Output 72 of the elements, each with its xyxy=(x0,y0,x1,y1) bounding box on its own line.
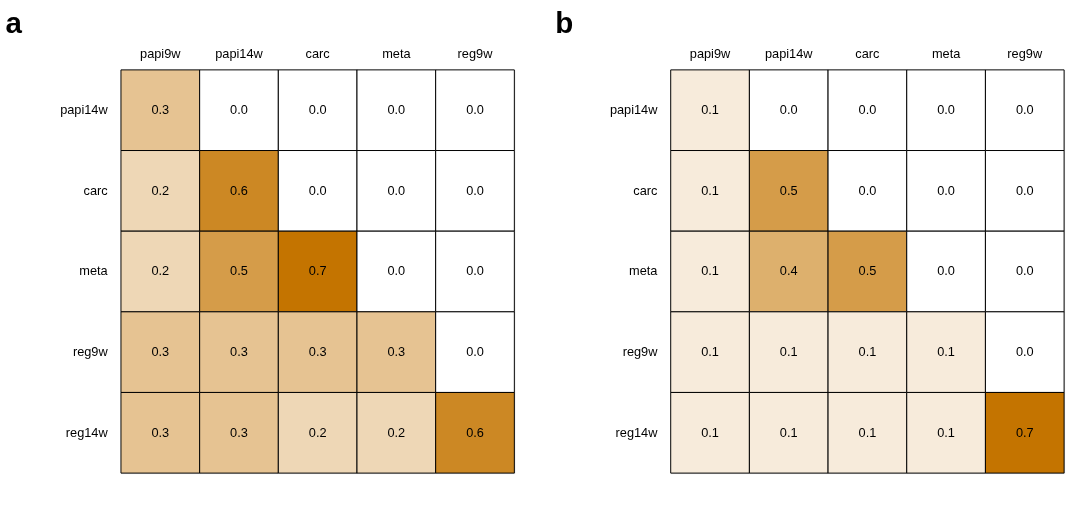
data-label: 0.3 xyxy=(308,344,327,360)
data-label: 0.0 xyxy=(466,263,484,279)
y-tick-label: reg14w xyxy=(615,424,659,440)
x-tick-label: meta xyxy=(382,45,412,61)
data-label: 0.0 xyxy=(1015,182,1034,198)
data-label: 0.0 xyxy=(858,182,877,198)
y-tick-label: reg9w xyxy=(622,344,659,360)
data-label: 0.2 xyxy=(151,263,170,279)
data-label: 0.0 xyxy=(308,102,327,118)
data-label: 0.1 xyxy=(937,424,955,440)
data-label: 0.0 xyxy=(937,263,955,279)
x-tick-label: reg9w xyxy=(1007,45,1043,61)
data-label: 0.1 xyxy=(937,344,955,360)
data-label: 0.0 xyxy=(466,102,484,118)
data-label: 0.0 xyxy=(1015,344,1034,360)
data-label: 0.0 xyxy=(858,102,877,118)
data-label: 0.1 xyxy=(858,424,877,440)
x-tick-label: reg9w xyxy=(457,45,494,61)
data-label: 0.0 xyxy=(1015,263,1034,279)
data-label: 0.5 xyxy=(779,182,798,198)
data-label: 0.6 xyxy=(466,424,484,440)
data-label: 0.0 xyxy=(466,344,484,360)
chart-title: b xyxy=(555,6,574,40)
y-tick-label: carc xyxy=(633,182,659,198)
x-tick-label: meta xyxy=(931,45,962,61)
data-label: 0.2 xyxy=(151,182,170,198)
data-label: 0.1 xyxy=(858,344,877,360)
data-label: 0.3 xyxy=(151,344,170,360)
data-label: 0.2 xyxy=(387,424,406,440)
chart-title: a xyxy=(5,6,23,40)
x-tick-label: papi9w xyxy=(689,45,732,61)
data-label: 0.3 xyxy=(387,344,406,360)
data-label: 0.0 xyxy=(937,102,955,118)
data-label: 0.0 xyxy=(387,182,406,198)
x-tick-label: papi14w xyxy=(215,45,264,61)
y-tick-label: carc xyxy=(83,182,109,198)
data-label: 0.3 xyxy=(230,424,248,440)
data-label: 0.0 xyxy=(779,102,798,118)
data-label: 0.0 xyxy=(466,182,484,198)
y-tick-label: papi14w xyxy=(609,102,659,118)
data-label: 0.7 xyxy=(1015,424,1034,440)
data-label: 0.1 xyxy=(701,182,719,198)
data-label: 0.0 xyxy=(1015,102,1034,118)
x-tick-label: papi14w xyxy=(764,45,814,61)
x-tick-label: carc xyxy=(305,45,331,61)
y-tick-label: reg14w xyxy=(65,424,109,440)
y-tick-label: reg9w xyxy=(72,344,109,360)
x-tick-label: carc xyxy=(855,45,881,61)
data-label: 0.4 xyxy=(779,263,798,279)
data-label: 0.6 xyxy=(230,182,248,198)
data-label: 0.0 xyxy=(308,182,327,198)
data-label: 0.1 xyxy=(701,424,719,440)
data-label: 0.1 xyxy=(701,344,719,360)
data-label: 0.3 xyxy=(151,102,170,118)
data-label: 0.1 xyxy=(779,344,798,360)
x-tick-label: papi9w xyxy=(140,45,182,61)
data-label: 0.5 xyxy=(858,263,877,279)
data-label: 0.3 xyxy=(230,344,248,360)
data-label: 0.0 xyxy=(387,263,406,279)
data-label: 0.3 xyxy=(151,424,170,440)
data-label: 0.2 xyxy=(308,424,327,440)
data-label: 0.0 xyxy=(937,182,955,198)
data-label: 0.1 xyxy=(701,102,719,118)
data-label: 0.0 xyxy=(387,102,406,118)
data-label: 0.1 xyxy=(779,424,798,440)
data-label: 0.5 xyxy=(230,263,248,279)
y-tick-label: papi14w xyxy=(60,102,109,118)
y-tick-label: meta xyxy=(79,263,109,279)
data-label: 0.1 xyxy=(701,263,719,279)
y-tick-label: meta xyxy=(629,263,659,279)
data-label: 0.7 xyxy=(308,263,327,279)
data-label: 0.0 xyxy=(230,102,248,118)
